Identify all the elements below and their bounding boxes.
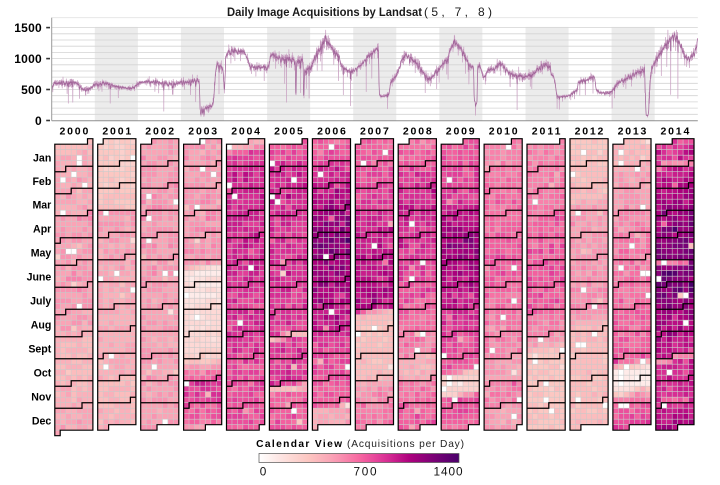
svg-text:Nov: Nov xyxy=(31,392,51,404)
svg-text:Mar: Mar xyxy=(32,199,51,211)
svg-text:2008: 2008 xyxy=(403,126,432,138)
svg-text:2010: 2010 xyxy=(489,126,518,138)
svg-text:June: June xyxy=(27,271,52,283)
svg-text:1500: 1500 xyxy=(14,21,42,35)
svg-text:2003: 2003 xyxy=(188,126,217,138)
svg-text:Jan: Jan xyxy=(33,152,51,164)
svg-text:2007: 2007 xyxy=(360,126,389,138)
svg-text:Apr: Apr xyxy=(33,223,51,235)
svg-text:2009: 2009 xyxy=(446,126,475,138)
svg-text:2000: 2000 xyxy=(60,126,89,138)
svg-text:(5, 7, 8): (5, 7, 8) xyxy=(424,5,492,19)
svg-text:500: 500 xyxy=(21,83,42,97)
svg-text:Oct: Oct xyxy=(34,368,52,380)
svg-text:Sept: Sept xyxy=(28,344,51,356)
svg-text:2014: 2014 xyxy=(661,126,690,138)
svg-text:2002: 2002 xyxy=(145,126,174,138)
svg-text:2004: 2004 xyxy=(231,126,260,138)
svg-text:May: May xyxy=(31,247,52,259)
svg-text:Daily Image Acquisitions by La: Daily Image Acquisitions by Landsat xyxy=(227,5,422,19)
svg-text:(Acquisitions per Day): (Acquisitions per Day) xyxy=(347,439,464,450)
svg-text:0: 0 xyxy=(260,465,267,479)
svg-text:2012: 2012 xyxy=(575,126,604,138)
svg-text:Calendar View: Calendar View xyxy=(256,439,342,450)
svg-text:2006: 2006 xyxy=(317,126,346,138)
svg-text:July: July xyxy=(30,295,51,307)
svg-text:Dec: Dec xyxy=(32,416,52,428)
svg-text:2013: 2013 xyxy=(618,126,647,138)
svg-text:700: 700 xyxy=(354,465,377,479)
svg-text:Aug: Aug xyxy=(31,320,52,332)
svg-text:1000: 1000 xyxy=(14,52,42,66)
svg-text:1400: 1400 xyxy=(434,465,463,479)
svg-text:Feb: Feb xyxy=(32,176,51,188)
svg-text:2001: 2001 xyxy=(102,126,131,138)
svg-text:0: 0 xyxy=(35,114,42,128)
svg-text:2005: 2005 xyxy=(274,126,303,138)
